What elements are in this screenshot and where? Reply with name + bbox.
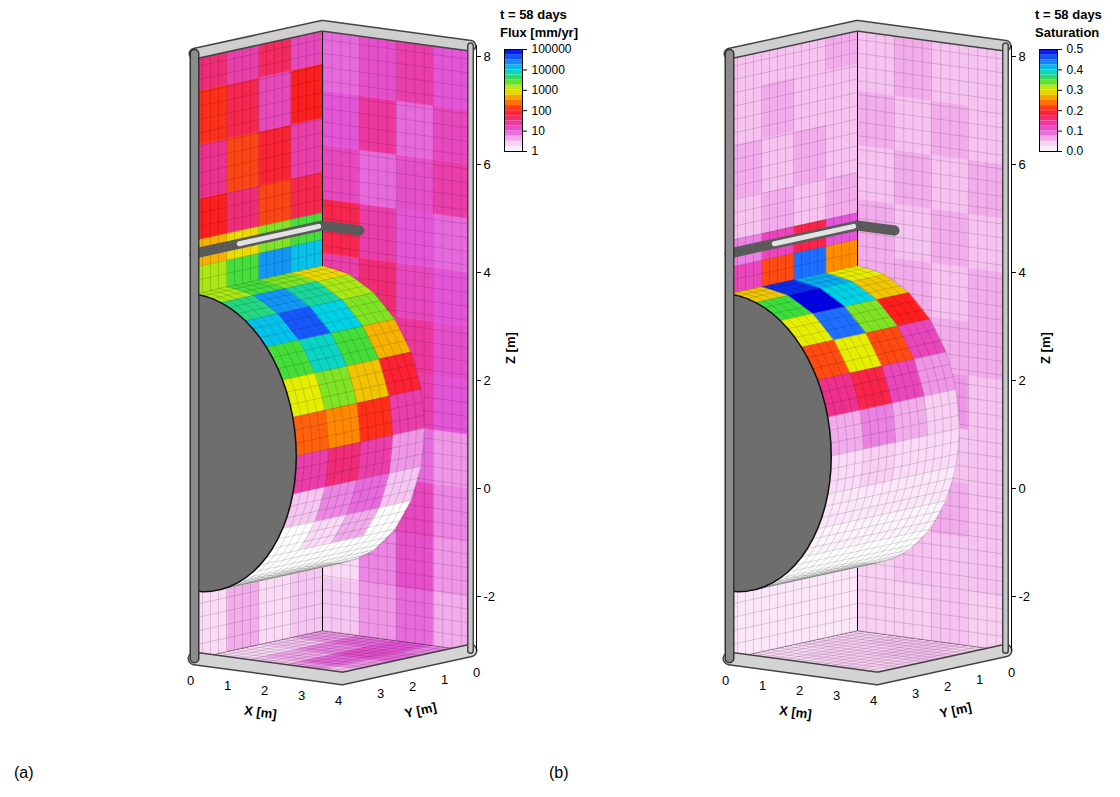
svg-text:0.0: 0.0 [1067, 144, 1084, 158]
html-text:t = 58 days: t = 58 days [1035, 7, 1102, 22]
svg-text:3: 3 [912, 686, 919, 701]
svg-text:100000: 100000 [532, 42, 572, 56]
svg-text:0.1: 0.1 [1067, 124, 1084, 138]
svg-text:0: 0 [473, 665, 480, 680]
svg-text:0.2: 0.2 [1067, 104, 1084, 118]
svg-text:6: 6 [1019, 157, 1026, 172]
svg-text:0: 0 [1019, 481, 1026, 496]
svg-text:10: 10 [532, 124, 546, 138]
svg-text:4: 4 [870, 693, 877, 708]
svg-text:Y [m]: Y [m] [403, 699, 438, 721]
svg-text:X [m]: X [m] [243, 703, 277, 722]
svg-text:-2: -2 [1019, 589, 1031, 604]
svg-text:4: 4 [1019, 265, 1026, 280]
svg-text:2: 2 [261, 683, 268, 698]
svg-text:0.4: 0.4 [1067, 63, 1084, 77]
svg-text:3: 3 [298, 688, 305, 703]
svg-text:2: 2 [796, 683, 803, 698]
svg-text:2: 2 [944, 679, 951, 694]
svg-text:8: 8 [484, 49, 491, 64]
svg-text:1000: 1000 [532, 83, 559, 97]
svg-text:6: 6 [484, 157, 491, 172]
svg-text:0: 0 [187, 673, 194, 688]
svg-text:0.5: 0.5 [1067, 42, 1084, 56]
svg-text:Z [m]: Z [m] [503, 332, 518, 364]
html-text:Saturation: Saturation [1035, 25, 1100, 40]
svg-text:X [m]: X [m] [778, 703, 812, 722]
html-text:Flux [mm/yr]: Flux [mm/yr] [500, 25, 578, 40]
svg-text:Z [m]: Z [m] [1038, 332, 1053, 364]
svg-text:4: 4 [335, 693, 342, 708]
svg-text:2: 2 [484, 373, 491, 388]
svg-text:1: 1 [224, 678, 231, 693]
html-text:(b): (b) [549, 764, 569, 781]
svg-text:4: 4 [484, 265, 491, 280]
svg-text:2: 2 [1019, 373, 1026, 388]
svg-text:3: 3 [377, 686, 384, 701]
svg-text:2: 2 [409, 679, 416, 694]
svg-text:0: 0 [484, 481, 491, 496]
svg-text:100: 100 [532, 104, 552, 118]
svg-text:0.3: 0.3 [1067, 83, 1084, 97]
svg-text:1: 1 [976, 672, 983, 687]
svg-text:0: 0 [722, 673, 729, 688]
svg-text:8: 8 [1019, 49, 1026, 64]
html-text:(a): (a) [14, 764, 34, 781]
svg-text:0: 0 [1008, 665, 1015, 680]
svg-text:Y [m]: Y [m] [938, 699, 973, 721]
html-text:t = 58 days: t = 58 days [500, 7, 567, 22]
svg-text:10000: 10000 [532, 63, 566, 77]
svg-text:1: 1 [759, 678, 766, 693]
svg-text:-2: -2 [484, 589, 496, 604]
svg-text:3: 3 [833, 688, 840, 703]
svg-text:1: 1 [441, 672, 448, 687]
svg-text:1: 1 [532, 144, 539, 158]
